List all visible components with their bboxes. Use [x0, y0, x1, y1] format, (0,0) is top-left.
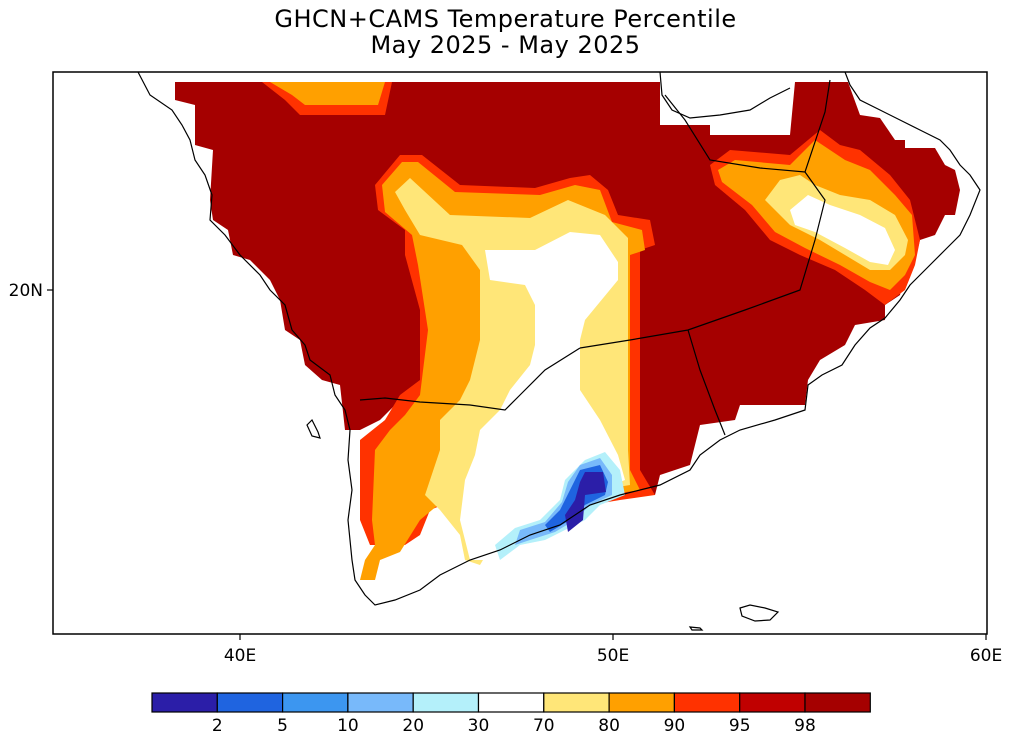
border-yemen: [687, 329, 726, 436]
color-bar: 2 5 10 20 30 70 80 90 95 98: [151, 692, 871, 736]
border-north: [664, 79, 831, 173]
island-farasan: [306, 418, 321, 439]
color-bar-swatch: [608, 692, 675, 713]
title-line-2: May 2025 - May 2025: [370, 31, 641, 59]
color-bar-swatch: [412, 692, 480, 713]
color-bar-label: 30: [468, 716, 490, 736]
color-bar-label: 80: [598, 716, 620, 736]
axis-ticks: [47, 289, 987, 640]
gulf-coast: [659, 72, 791, 119]
color-bar-swatch: [739, 692, 806, 713]
coastlines: [137, 72, 981, 631]
color-bar-label: 90: [664, 716, 686, 736]
color-bar-swatch: [804, 692, 871, 713]
color-bar-label: 10: [337, 716, 359, 736]
color-bar-label: 2: [212, 716, 223, 736]
color-bar-swatch: [543, 692, 610, 713]
color-bar-swatch: [477, 692, 545, 713]
lon-label-50e: 50E: [597, 646, 629, 666]
map-frame: [52, 71, 988, 635]
percentile-fields: [175, 82, 960, 580]
color-bar-label: 95: [729, 716, 751, 736]
color-bar-label: 98: [794, 716, 816, 736]
color-bar-swatch: [151, 692, 218, 713]
color-bar-swatch: [347, 692, 414, 713]
color-bar-swatch: [673, 692, 741, 713]
border-oman: [579, 171, 826, 349]
title-line-1: GHCN+CAMS Temperature Percentile: [274, 5, 737, 33]
field-very-cold: [565, 472, 606, 532]
lon-label-60e: 60E: [970, 646, 1002, 666]
island-small: [688, 626, 704, 631]
red-sea-coast: [137, 72, 981, 606]
color-bar-label: 20: [402, 716, 424, 736]
color-bar-label: 70: [533, 716, 555, 736]
lat-label-20n: 20N: [9, 281, 43, 301]
color-bar-swatch: [282, 692, 349, 713]
field-near-normal: [460, 195, 895, 560]
color-bar-swatch: [216, 692, 284, 713]
lon-label-40e: 40E: [224, 646, 256, 666]
color-bar-label: 5: [277, 716, 288, 736]
island-socotra: [739, 604, 780, 622]
border-yemen-west: [359, 347, 581, 411]
